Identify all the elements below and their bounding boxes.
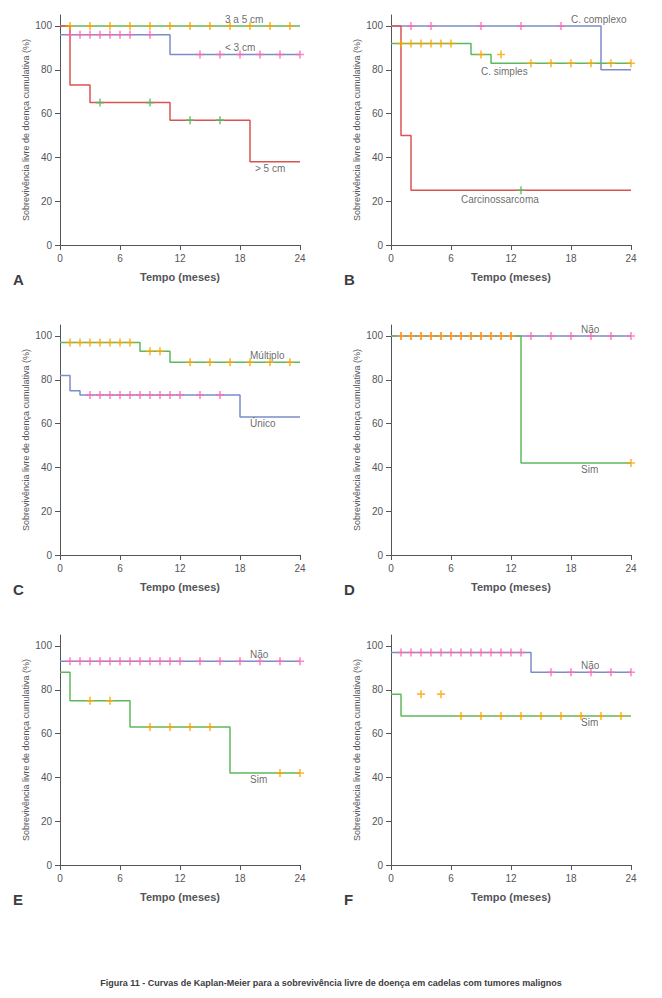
svg-text:Carcinossarcoma: Carcinossarcoma: [461, 194, 539, 205]
svg-text:80: 80: [372, 374, 384, 385]
svg-text:Figura 11 - Curvas de Kaplan-M: Figura 11 - Curvas de Kaplan-Meier para …: [100, 978, 562, 988]
svg-text:20: 20: [41, 506, 53, 517]
svg-text:Tempo (meses): Tempo (meses): [471, 581, 551, 593]
svg-text:100: 100: [35, 20, 52, 31]
svg-text:Não: Não: [581, 324, 600, 335]
svg-text:Sim: Sim: [581, 464, 598, 475]
svg-text:0: 0: [377, 240, 383, 251]
svg-text:100: 100: [366, 640, 383, 651]
svg-text:24: 24: [625, 563, 637, 574]
svg-text:20: 20: [372, 506, 384, 517]
svg-text:24: 24: [625, 253, 637, 264]
svg-text:Tempo (meses): Tempo (meses): [471, 271, 551, 283]
svg-text:0: 0: [377, 860, 383, 871]
svg-text:12: 12: [174, 253, 186, 264]
svg-text:60: 60: [372, 418, 384, 429]
svg-text:0: 0: [46, 860, 52, 871]
svg-text:Sobrevivência livre de doença: Sobrevivência livre de doença cumulativa…: [352, 659, 362, 841]
svg-text:18: 18: [234, 253, 246, 264]
svg-text:20: 20: [41, 196, 53, 207]
svg-text:80: 80: [372, 684, 384, 695]
svg-text:0: 0: [377, 550, 383, 561]
svg-text:Sobrevivência livre de doença: Sobrevivência livre de doença cumulativa…: [21, 659, 31, 841]
svg-text:< 3 cm: < 3 cm: [225, 42, 255, 53]
svg-text:100: 100: [35, 330, 52, 341]
svg-text:Único: Único: [250, 417, 276, 429]
svg-text:D: D: [344, 581, 355, 598]
svg-text:60: 60: [41, 418, 53, 429]
svg-text:A: A: [13, 271, 24, 288]
svg-text:B: B: [344, 271, 355, 288]
svg-text:60: 60: [372, 728, 384, 739]
svg-text:24: 24: [294, 563, 306, 574]
svg-text:6: 6: [117, 873, 123, 884]
svg-text:80: 80: [41, 684, 53, 695]
svg-text:6: 6: [117, 563, 123, 574]
svg-text:40: 40: [41, 152, 53, 163]
svg-text:Múltiplo: Múltiplo: [250, 350, 285, 361]
svg-text:Sobrevivência livre de doença: Sobrevivência livre de doença cumulativa…: [352, 39, 362, 221]
svg-text:Tempo (meses): Tempo (meses): [471, 891, 551, 903]
svg-text:100: 100: [366, 20, 383, 31]
svg-text:6: 6: [117, 253, 123, 264]
svg-text:Tempo (meses): Tempo (meses): [140, 581, 220, 593]
svg-text:0: 0: [46, 240, 52, 251]
svg-text:100: 100: [35, 640, 52, 651]
svg-text:12: 12: [174, 873, 186, 884]
svg-text:0: 0: [57, 563, 63, 574]
svg-text:Sim: Sim: [581, 717, 598, 728]
svg-text:6: 6: [448, 873, 454, 884]
svg-text:100: 100: [366, 330, 383, 341]
svg-text:40: 40: [372, 152, 384, 163]
svg-text:Sim: Sim: [250, 774, 267, 785]
svg-text:6: 6: [448, 253, 454, 264]
svg-text:18: 18: [234, 873, 246, 884]
svg-text:20: 20: [372, 816, 384, 827]
svg-text:40: 40: [41, 772, 53, 783]
svg-text:Sobrevivência livre de doença: Sobrevivência livre de doença cumulativa…: [21, 39, 31, 221]
svg-text:80: 80: [41, 64, 53, 75]
svg-text:C. complexo: C. complexo: [571, 14, 627, 25]
svg-text:0: 0: [388, 873, 394, 884]
svg-text:40: 40: [372, 772, 384, 783]
svg-text:Não: Não: [581, 660, 600, 671]
svg-text:0: 0: [388, 253, 394, 264]
svg-text:20: 20: [41, 816, 53, 827]
svg-text:12: 12: [505, 563, 517, 574]
svg-text:3 a 5 cm: 3 a 5 cm: [225, 14, 263, 25]
svg-text:C. simples: C. simples: [481, 66, 528, 77]
svg-text:E: E: [13, 891, 23, 908]
svg-text:80: 80: [41, 374, 53, 385]
svg-text:60: 60: [41, 728, 53, 739]
svg-text:18: 18: [565, 253, 577, 264]
svg-text:0: 0: [57, 253, 63, 264]
svg-text:C: C: [13, 581, 24, 598]
svg-text:Sobrevivência livre de doença: Sobrevivência livre de doença cumulativa…: [21, 349, 31, 531]
svg-text:24: 24: [294, 253, 306, 264]
svg-text:40: 40: [372, 462, 384, 473]
svg-text:18: 18: [565, 563, 577, 574]
svg-text:18: 18: [234, 563, 246, 574]
svg-text:0: 0: [57, 873, 63, 884]
svg-text:Sobrevivência livre de doença: Sobrevivência livre de doença cumulativa…: [352, 349, 362, 531]
svg-text:12: 12: [505, 873, 517, 884]
svg-text:> 5 cm: > 5 cm: [255, 163, 285, 174]
svg-text:Não: Não: [250, 649, 269, 660]
svg-text:12: 12: [505, 253, 517, 264]
svg-text:Tempo (meses): Tempo (meses): [140, 271, 220, 283]
svg-text:24: 24: [625, 873, 637, 884]
svg-text:60: 60: [372, 108, 384, 119]
svg-text:60: 60: [41, 108, 53, 119]
svg-text:12: 12: [174, 563, 186, 574]
svg-text:0: 0: [388, 563, 394, 574]
svg-text:80: 80: [372, 64, 384, 75]
svg-text:20: 20: [372, 196, 384, 207]
svg-text:0: 0: [46, 550, 52, 561]
svg-text:40: 40: [41, 462, 53, 473]
svg-text:6: 6: [448, 563, 454, 574]
svg-text:Tempo (meses): Tempo (meses): [140, 891, 220, 903]
svg-text:F: F: [344, 891, 353, 908]
svg-text:24: 24: [294, 873, 306, 884]
svg-text:18: 18: [565, 873, 577, 884]
